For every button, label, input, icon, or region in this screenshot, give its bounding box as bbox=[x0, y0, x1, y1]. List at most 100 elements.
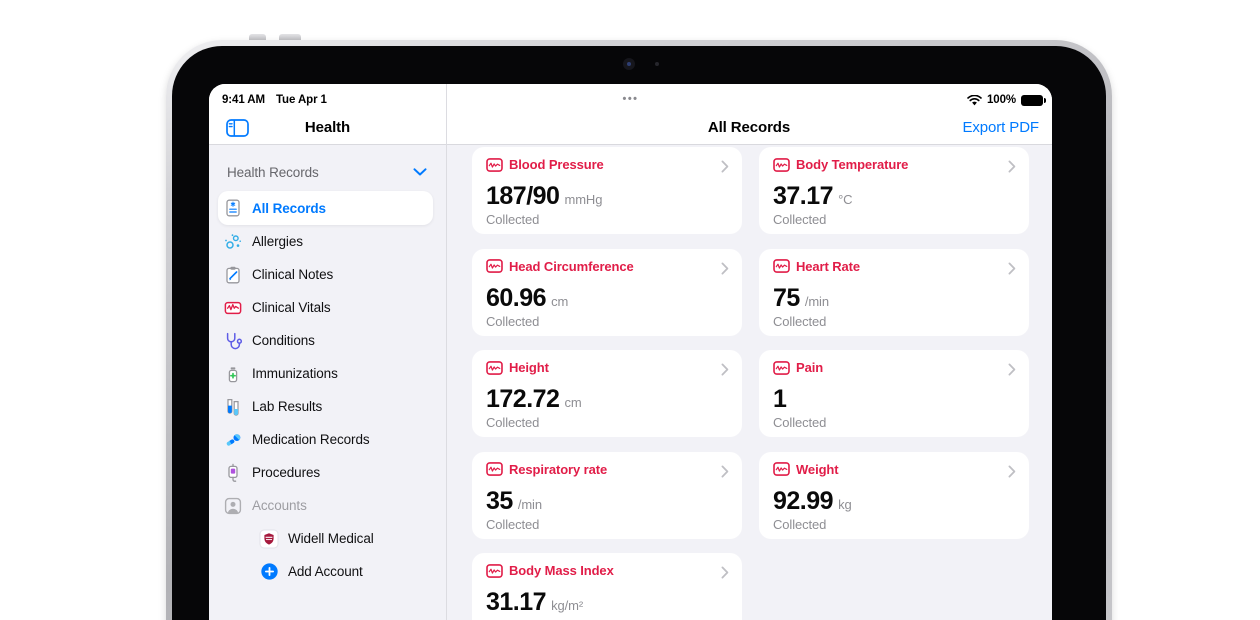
waveform-chart-icon bbox=[773, 360, 790, 375]
sidebar-item-label: All Records bbox=[252, 200, 326, 216]
card-status: Collected bbox=[773, 415, 827, 430]
sidebar-item-conditions[interactable]: Conditions bbox=[218, 324, 433, 357]
sidebar-item-label: Widell Medical bbox=[288, 531, 374, 546]
card-value: 31.17 bbox=[486, 588, 547, 616]
waveform-chart-icon bbox=[486, 563, 503, 578]
sidebar-item-clinical-vitals[interactable]: Clinical Vitals bbox=[218, 291, 433, 324]
chevron-right-icon bbox=[1008, 363, 1016, 376]
health-app-screen: 9:41 AM Tue Apr 1 ••• 100% bbox=[209, 84, 1052, 620]
card-value: 35 bbox=[486, 486, 513, 515]
sidebar-item-label: Clinical Vitals bbox=[252, 300, 331, 315]
card-value: 92.99 bbox=[773, 486, 834, 515]
card-title: Pain bbox=[796, 360, 824, 375]
card-unit: cm bbox=[564, 395, 582, 410]
record-card-height[interactable]: Height 172.72 cm Collected bbox=[472, 350, 742, 437]
record-card-body-mass-index[interactable]: Body Mass Index 31.17 kg/m² Collected bbox=[472, 553, 742, 620]
waveform-chart-icon bbox=[486, 157, 503, 172]
card-value: 37.17 bbox=[773, 182, 834, 210]
sidebar-item-label: Allergies bbox=[252, 234, 303, 249]
status-bar: 9:41 AM Tue Apr 1 ••• 100% bbox=[209, 84, 1052, 110]
waveform-chart-icon bbox=[486, 462, 503, 476]
waveform-chart-icon bbox=[486, 360, 503, 375]
front-camera-icon bbox=[623, 58, 635, 70]
sidebar-item-label: Procedures bbox=[252, 465, 321, 480]
record-card-head-circumference[interactable]: Head Circumference 60.96 cm Collected bbox=[472, 248, 742, 336]
chevron-right-icon bbox=[721, 160, 729, 173]
sidebar-item-label: Lab Results bbox=[252, 399, 323, 414]
waveform-chart-icon bbox=[486, 259, 503, 273]
card-status: Collected bbox=[486, 516, 540, 532]
card-status: Collected bbox=[486, 212, 540, 227]
card-unit: cm bbox=[551, 293, 569, 309]
record-card-heart-rate[interactable]: Heart Rate 75 /min Collected bbox=[759, 248, 1029, 336]
light-sensor-icon bbox=[655, 62, 659, 66]
sidebar-item-label: Conditions bbox=[252, 333, 315, 348]
sidebar-item-widell-medical[interactable]: Widell Medical bbox=[218, 522, 433, 555]
sidebar-nav: Health bbox=[209, 110, 446, 144]
waveform-chart-icon bbox=[773, 259, 790, 273]
lab-results-icon bbox=[223, 397, 243, 417]
card-title: Body Temperature bbox=[796, 157, 909, 172]
procedures-icon bbox=[223, 463, 243, 483]
volume-up-button bbox=[249, 34, 266, 44]
card-value: 60.96 bbox=[486, 283, 547, 312]
wifi-icon bbox=[967, 94, 982, 105]
sidebar-item-label: Immunizations bbox=[252, 366, 338, 381]
content-nav: All Records Export PDF bbox=[446, 110, 1052, 144]
multitasking-dots[interactable]: ••• bbox=[622, 93, 639, 105]
sidebar-item-accounts[interactable]: Accounts bbox=[218, 489, 433, 522]
ipad-bezel: 9:41 AM Tue Apr 1 ••• 100% bbox=[172, 46, 1106, 620]
waveform-chart-icon bbox=[773, 462, 790, 476]
card-value: 1 bbox=[773, 385, 787, 413]
card-unit: mmHg bbox=[564, 192, 603, 207]
chevron-right-icon bbox=[721, 363, 729, 376]
record-card-pain[interactable]: Pain 1 Collected bbox=[759, 350, 1029, 437]
sidebar-item-procedures[interactable]: Procedures bbox=[218, 456, 433, 489]
page-title: All Records bbox=[707, 118, 791, 136]
sidebar-item-all-records[interactable]: All Records bbox=[218, 191, 433, 225]
battery-percent: 100% bbox=[986, 94, 1016, 106]
conditions-icon bbox=[223, 331, 243, 351]
card-value: 75 bbox=[773, 283, 800, 312]
card-value: 172.72 bbox=[486, 385, 560, 413]
sidebar-item-allergies[interactable]: Allergies bbox=[218, 225, 433, 258]
chevron-right-icon bbox=[1008, 262, 1016, 274]
ipad-frame: 9:41 AM Tue Apr 1 ••• 100% bbox=[166, 40, 1112, 620]
widell-medical-shield-icon bbox=[259, 529, 279, 549]
section-title: Health Records bbox=[227, 164, 319, 180]
accounts-icon bbox=[223, 496, 243, 516]
export-pdf-button[interactable]: Export PDF bbox=[962, 118, 1039, 136]
sidebar-divider bbox=[446, 84, 447, 620]
card-unit: °C bbox=[838, 192, 853, 207]
all-records-grid: Blood Pressure 187/90 mmHg Collected bbox=[446, 145, 1052, 620]
sidebar-toggle-button[interactable] bbox=[226, 118, 250, 137]
sidebar-item-clinical-notes[interactable]: Clinical Notes bbox=[218, 258, 433, 291]
card-status: Collected bbox=[773, 212, 827, 227]
record-card-respiratory-rate[interactable]: Respiratory rate 35 /min Collected bbox=[472, 451, 742, 539]
sidebar-item-add-account[interactable]: Add Account bbox=[218, 555, 433, 588]
record-card-blood-pressure[interactable]: Blood Pressure 187/90 mmHg Collected bbox=[472, 147, 742, 234]
chevron-right-icon bbox=[721, 465, 729, 477]
sidebar-item-immunizations[interactable]: Immunizations bbox=[218, 357, 433, 390]
record-card-weight[interactable]: Weight 92.99 kg Collected bbox=[759, 451, 1029, 539]
health-records-section-header[interactable]: Health Records bbox=[218, 159, 433, 185]
app-title: Health bbox=[304, 118, 351, 136]
medication-records-icon bbox=[223, 430, 243, 450]
immunizations-icon bbox=[223, 364, 243, 384]
chevron-right-icon bbox=[721, 262, 729, 274]
sidebar-item-label: Accounts bbox=[252, 498, 307, 513]
card-status: Collected bbox=[773, 516, 827, 532]
chevron-right-icon bbox=[1008, 465, 1016, 477]
navigation-bar: Health All Records Export PDF bbox=[209, 110, 1052, 145]
card-title: Heart Rate bbox=[796, 258, 861, 274]
card-title: Height bbox=[509, 360, 549, 375]
record-card-body-temperature[interactable]: Body Temperature 37.17 °C Collected bbox=[759, 147, 1029, 234]
sidebar-item-lab-results[interactable]: Lab Results bbox=[218, 390, 433, 423]
sidebar-item-medication-records[interactable]: Medication Records bbox=[218, 423, 433, 456]
battery-icon bbox=[1021, 94, 1046, 106]
clock: 9:41 AM bbox=[222, 94, 265, 106]
all-records-icon bbox=[223, 198, 243, 218]
card-title: Blood Pressure bbox=[509, 157, 604, 172]
waveform-chart-icon bbox=[773, 157, 790, 172]
